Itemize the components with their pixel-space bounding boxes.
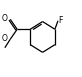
Text: F: F — [59, 16, 63, 25]
Text: O: O — [1, 34, 7, 43]
Text: O: O — [1, 14, 7, 23]
